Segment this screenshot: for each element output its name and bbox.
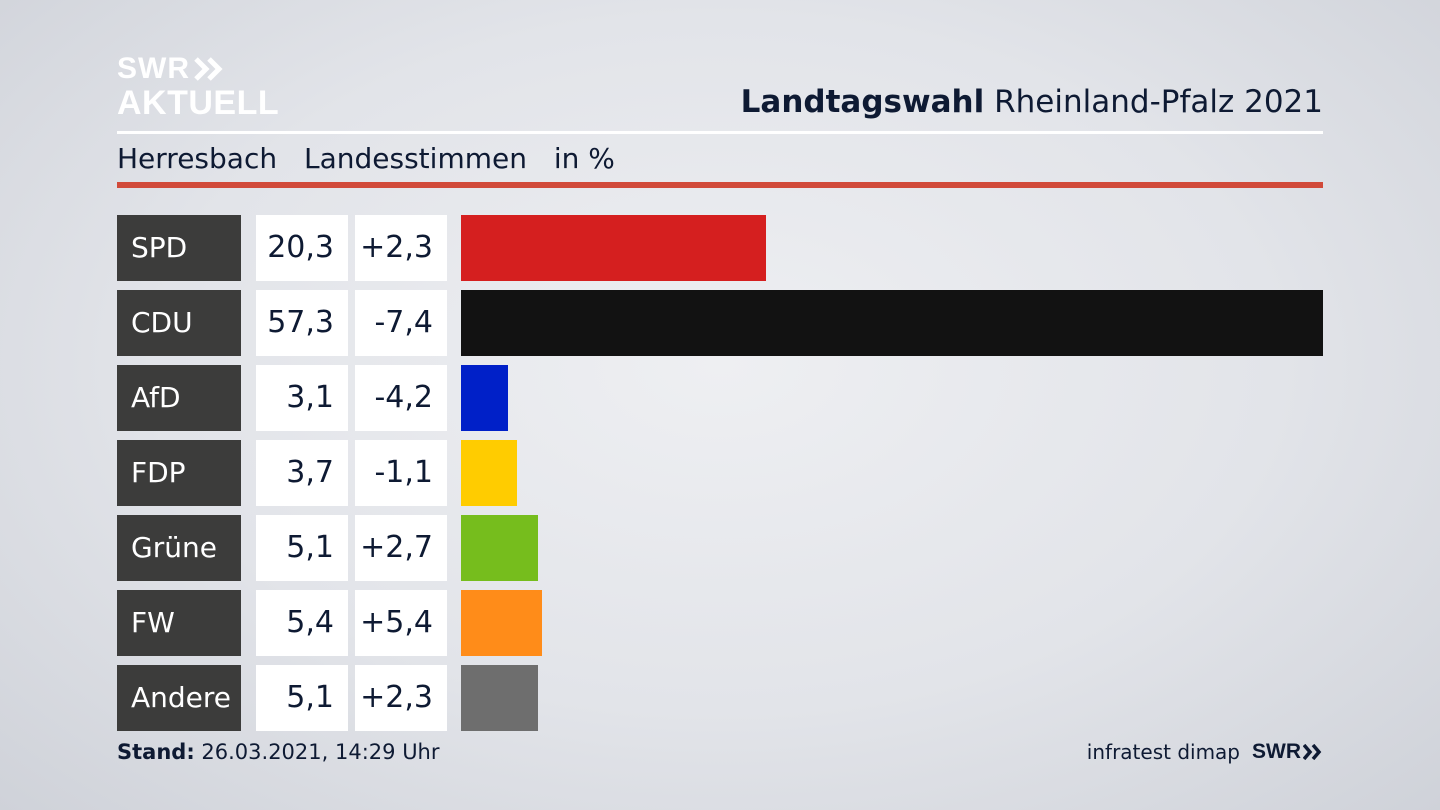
- diff-label: +2,7: [355, 515, 447, 581]
- value-label: 57,3: [256, 290, 348, 356]
- diff-label: -1,1: [355, 440, 447, 506]
- value-label: 3,7: [256, 440, 348, 506]
- result-row: FDP 3,7 -1,1: [117, 440, 1323, 506]
- double-chevron-icon: [194, 57, 223, 81]
- value-label: 5,1: [256, 515, 348, 581]
- double-chevron-icon: [1303, 744, 1322, 760]
- timestamp: Stand: 26.03.2021, 14:29 Uhr: [117, 740, 440, 764]
- value-label: 3,1: [256, 365, 348, 431]
- result-row: AfD 3,1 -4,2: [117, 365, 1323, 431]
- value-label: 5,4: [256, 590, 348, 656]
- source-credit: infratest dimap SWR: [1087, 740, 1323, 764]
- logo-line-1: SWR: [117, 52, 190, 85]
- bar: [461, 590, 542, 656]
- party-label: Grüne: [117, 515, 241, 581]
- header-divider: [117, 131, 1323, 134]
- vote-type: Landesstimmen: [304, 142, 527, 175]
- value-label: 20,3: [256, 215, 348, 281]
- unit-label: in %: [553, 142, 615, 175]
- title-rest: Rheinland-Pfalz 2021: [994, 84, 1323, 120]
- bar: [461, 665, 538, 731]
- logo-line-2: AKTUELL: [117, 84, 280, 122]
- brand-label: SWR: [1252, 740, 1301, 763]
- title-bold: Landtagswahl: [740, 84, 985, 120]
- subtitle: Herresbach Landesstimmen in %: [117, 142, 633, 175]
- accent-divider: [117, 182, 1323, 188]
- result-row: CDU 57,3 -7,4: [117, 290, 1323, 356]
- diff-label: +2,3: [355, 665, 447, 731]
- party-label: FW: [117, 590, 241, 656]
- diff-label: +5,4: [355, 590, 447, 656]
- bar: [461, 515, 538, 581]
- source-label: infratest dimap: [1086, 740, 1240, 764]
- party-label: CDU: [117, 290, 241, 356]
- result-row: Grüne 5,1 +2,7: [117, 515, 1323, 581]
- result-row: Andere 5,1 +2,3: [117, 665, 1323, 731]
- page-title: Landtagswahl Rheinland-Pfalz 2021: [741, 84, 1323, 120]
- swr-aktuell-logo: SWR AKTUELL: [117, 52, 280, 122]
- party-label: AfD: [117, 365, 241, 431]
- party-label: FDP: [117, 440, 241, 506]
- bar: [461, 215, 766, 281]
- diff-label: -7,4: [355, 290, 447, 356]
- stand-label: Stand:: [117, 740, 195, 764]
- party-label: Andere: [117, 665, 241, 731]
- swr-brand: SWR: [1252, 740, 1323, 764]
- bar: [461, 290, 1323, 356]
- bar: [461, 440, 517, 506]
- party-label: SPD: [117, 215, 241, 281]
- diff-label: +2,3: [355, 215, 447, 281]
- result-row: SPD 20,3 +2,3: [117, 215, 1323, 281]
- result-row: FW 5,4 +5,4: [117, 590, 1323, 656]
- stand-value: 26.03.2021, 14:29 Uhr: [201, 740, 440, 764]
- diff-label: -4,2: [355, 365, 447, 431]
- bar: [461, 365, 508, 431]
- place-name: Herresbach: [117, 142, 278, 175]
- value-label: 5,1: [256, 665, 348, 731]
